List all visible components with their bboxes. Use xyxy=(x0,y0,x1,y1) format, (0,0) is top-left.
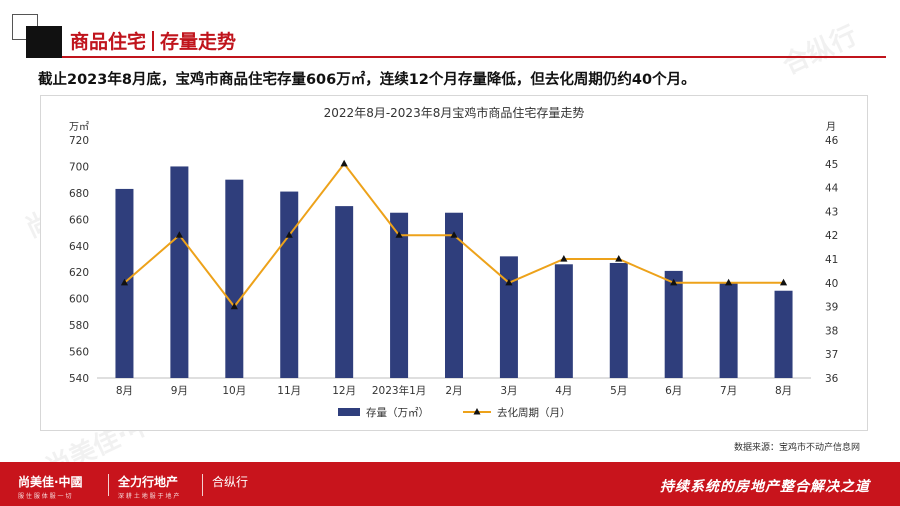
line-point-marker xyxy=(120,278,129,286)
category-label: 4月 xyxy=(555,385,572,397)
footer-brand-2-sub: 深 耕 土 地 服 于 地 产 xyxy=(118,493,180,500)
line-point-marker xyxy=(505,278,513,286)
category-label: 2月 xyxy=(445,385,462,397)
category-label: 9月 xyxy=(171,385,188,397)
left-axis-tick: 620 xyxy=(69,267,89,279)
bar xyxy=(280,191,299,378)
left-axis-tick: 680 xyxy=(69,188,89,200)
left-axis-tick: 660 xyxy=(69,214,89,226)
line-point-marker xyxy=(670,278,678,286)
legend-swatch-bar xyxy=(338,408,360,416)
line-point-marker xyxy=(615,255,623,262)
line-point-marker xyxy=(560,255,568,262)
right-axis-tick: 38 xyxy=(825,325,838,337)
left-axis-unit: 万㎡ xyxy=(69,121,89,133)
right-axis-tick: 42 xyxy=(825,230,838,242)
footer-brand-3: 合纵行 xyxy=(212,475,249,489)
line-point-marker xyxy=(285,231,293,238)
line-point-marker xyxy=(340,159,348,167)
bar xyxy=(445,212,463,378)
right-axis-tick: 45 xyxy=(825,159,838,171)
line-point-marker xyxy=(450,231,458,238)
category-label: 11月 xyxy=(277,385,301,397)
line-point-marker xyxy=(175,231,183,238)
category-label: 5月 xyxy=(610,385,627,397)
footer-brand-2: 全力行地产 xyxy=(118,475,179,489)
category-label: 12月 xyxy=(332,385,356,397)
footer-divider xyxy=(108,474,109,496)
line-point-marker xyxy=(230,302,238,310)
right-axis-tick: 44 xyxy=(825,183,839,195)
summary-text: 截止2023年8月底，宝鸡市商品住宅存量606万㎡，连续12个月存量降低，但去化… xyxy=(38,72,696,88)
bar xyxy=(335,206,354,378)
category-label: 8月 xyxy=(775,385,792,397)
title-separator xyxy=(152,31,155,51)
legend-marker-line xyxy=(473,408,481,415)
page-title-part1: 商品住宅 xyxy=(70,31,147,53)
footer-brand-1-sub: 服 住 服 体 服 一 切 xyxy=(18,493,72,500)
header-square-fill xyxy=(26,26,62,58)
footer-divider xyxy=(202,474,203,496)
bar xyxy=(554,264,573,378)
right-axis-tick: 41 xyxy=(825,254,838,266)
line-point-marker xyxy=(395,231,403,238)
category-label: 7月 xyxy=(720,385,737,397)
bar xyxy=(609,262,628,378)
bar xyxy=(390,212,409,378)
watermark-brand: 合纵行 xyxy=(778,20,862,81)
bar xyxy=(774,290,793,378)
right-axis-tick: 39 xyxy=(825,302,838,314)
footer-brand-1: 尚美佳·中國 xyxy=(18,475,83,489)
category-label: 3月 xyxy=(500,385,517,397)
right-axis-tick: 36 xyxy=(825,373,839,385)
category-label: 2023年1月 xyxy=(372,384,426,397)
right-axis-tick: 40 xyxy=(825,278,838,290)
right-axis-unit: 月 xyxy=(826,121,836,133)
page-title: 商品住宅 存量走势 xyxy=(70,27,236,54)
data-source: 数据来源：宝鸡市不动产信息网 xyxy=(733,443,860,453)
category-label: 8月 xyxy=(116,385,133,397)
left-axis-tick: 600 xyxy=(69,294,89,306)
bar xyxy=(664,270,683,378)
bar xyxy=(719,282,738,378)
page-title-part2: 存量走势 xyxy=(160,31,237,53)
left-axis-tick: 700 xyxy=(69,161,89,173)
right-axis-tick: 46 xyxy=(825,135,839,147)
left-axis-tick: 720 xyxy=(69,135,89,147)
legend-label-bar: 存量（万㎡） xyxy=(366,406,429,419)
line-point-marker xyxy=(725,278,733,286)
legend-label-line: 去化周期（月） xyxy=(497,406,571,419)
chart-title: 2022年8月-2023年8月宝鸡市商品住宅存量走势 xyxy=(324,105,585,120)
chart-panel: 2022年8月-2023年8月宝鸡市商品住宅存量走势万㎡ 月 540 560 580 60… xyxy=(40,95,868,431)
footer-slogan: 持续系统的房地产整合解决之道 xyxy=(660,479,870,495)
left-axis-tick: 640 xyxy=(69,241,89,253)
right-axis-tick: 37 xyxy=(825,349,838,361)
bar xyxy=(170,166,189,378)
left-axis-tick: 540 xyxy=(69,373,89,385)
left-axis-tick: 560 xyxy=(69,347,89,359)
line-point-marker xyxy=(779,278,788,286)
header-rule xyxy=(62,56,886,58)
category-label: 6月 xyxy=(665,385,682,397)
category-label: 10月 xyxy=(222,385,246,397)
right-axis-tick: 43 xyxy=(825,206,838,218)
left-axis-tick: 580 xyxy=(69,320,89,332)
bar xyxy=(225,179,244,378)
footer-bar: 尚美佳·中國 服 住 服 体 服 一 切 全力行地产 深 耕 土 地 服 于 地… xyxy=(0,462,900,506)
bar xyxy=(499,256,518,378)
